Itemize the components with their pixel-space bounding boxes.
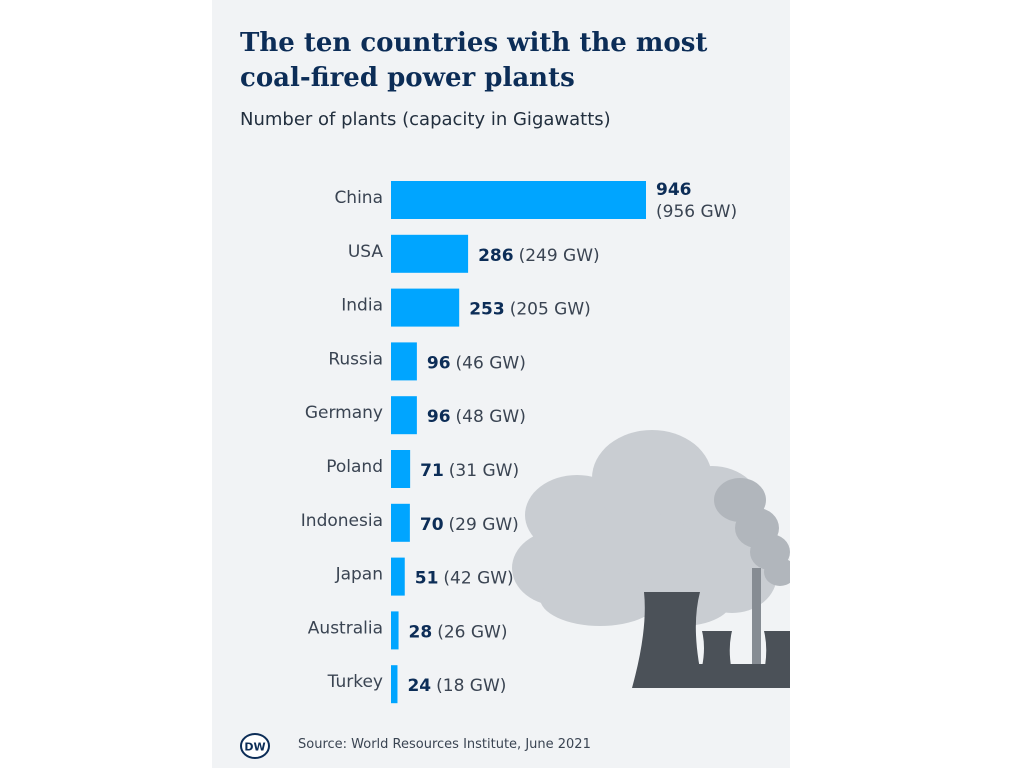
bar-chart: China USA India Russia Germany Poland Indonesi… [301,180,790,704]
value-label: 96 (48 GW) [427,407,526,427]
country-label: Australia [308,618,383,638]
chart-title: The ten countries with the most coal-fir… [240,28,708,93]
capacity-label: (48 GW) [456,407,526,427]
value-label: 71 (31 GW) [420,461,519,481]
value-label: 253 (205 GW) [469,300,591,320]
bar [391,557,405,596]
dw-logo-text: DW [244,741,265,754]
chart-subtitle: Number of plants (capacity in Gigawatts) [240,109,611,130]
bar [391,288,460,327]
bar [391,503,410,542]
bar [391,342,417,381]
capacity-label: (31 GW) [449,461,519,481]
plant-count: 253 [469,300,505,320]
bar [391,665,398,704]
capacity-label: (46 GW) [456,353,526,373]
value-label: 286 (249 GW) [478,246,600,266]
country-label: USA [348,242,384,262]
plant-count: 96 [427,407,451,427]
value-label: 51 (42 GW) [415,569,514,589]
plant-count: 24 [407,676,431,696]
bar [391,181,646,219]
power-plant-illustration [512,430,790,688]
bar [391,234,469,273]
country-label: Poland [326,457,383,477]
value-label: 946 (956 GW) [656,180,737,222]
bar [391,396,417,435]
capacity-label: (249 GW) [519,246,600,266]
value-label: 96 (46 GW) [427,353,526,373]
value-label: 24 (18 GW) [407,676,506,696]
capacity-label: (18 GW) [436,676,506,696]
country-labels: China USA India Russia Germany Poland Indonesi… [301,188,384,692]
country-label: Russia [328,349,383,369]
capacity-label: (42 GW) [443,569,513,589]
country-label: China [334,188,383,208]
chimney-icon [752,568,761,666]
bar [391,450,411,488]
bars [391,181,646,704]
bar [391,611,399,650]
capacity-label: (26 GW) [437,622,507,642]
plant-base-icon [682,664,790,688]
plant-count: 28 [409,622,433,642]
country-label: Turkey [327,672,383,692]
country-label: Indonesia [301,511,383,531]
plant-count: 71 [420,461,444,481]
capacity-label: (956 GW) [656,202,737,222]
capacity-label: (29 GW) [449,515,519,535]
source-note: Source: World Resources Institute, June … [298,737,591,752]
country-label: Germany [305,403,383,423]
smoke-plume-icon [714,478,790,586]
capacity-label: (205 GW) [510,300,591,320]
country-label: Japan [335,565,383,585]
value-label: 28 (26 GW) [409,622,508,642]
value-label: 70 (29 GW) [420,515,519,535]
plant-count: 286 [478,246,514,266]
plant-count: 70 [420,515,444,535]
plant-count: 96 [427,353,451,373]
plant-count: 946 [656,180,692,200]
dw-logo-icon: DW [240,733,270,759]
country-label: India [341,296,383,316]
infographic-card: The ten countries with the most coal-fir… [212,0,790,768]
plant-count: 51 [415,569,439,589]
value-labels: 946 (956 GW)286 (249 GW)253 (205 GW)96 (46 G… [407,180,737,696]
